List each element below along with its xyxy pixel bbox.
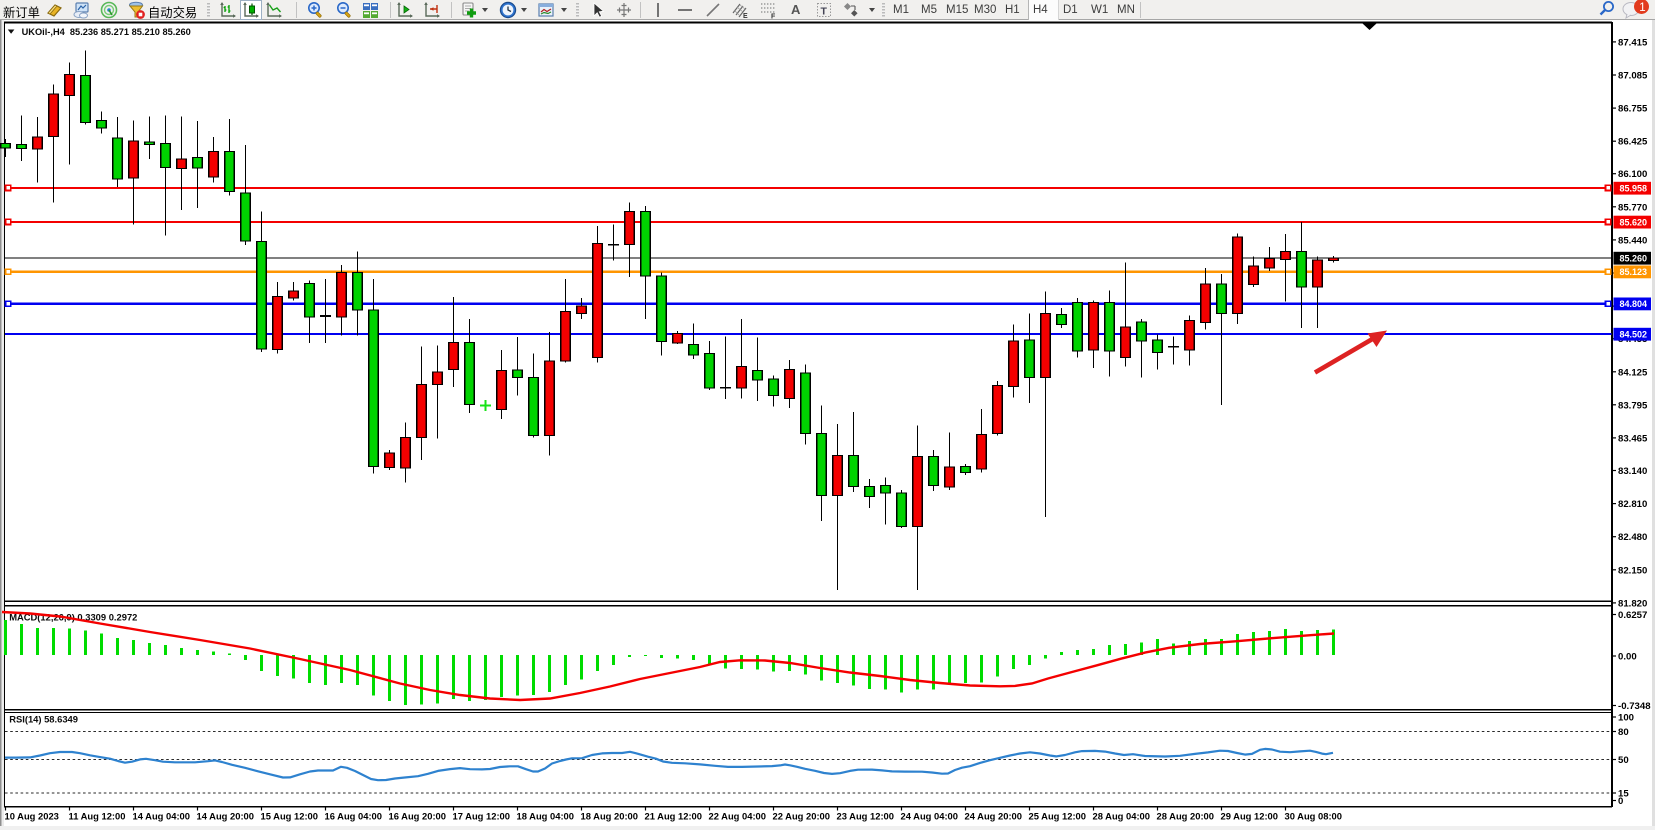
svg-text:14 Aug 20:00: 14 Aug 20:00: [197, 810, 255, 821]
svg-text:87.415: 87.415: [1618, 37, 1648, 48]
svg-text:22 Aug 04:00: 22 Aug 04:00: [709, 810, 767, 821]
svg-text:28 Aug 04:00: 28 Aug 04:00: [1093, 810, 1151, 821]
svg-text:84.125: 84.125: [1618, 367, 1648, 378]
svg-text:82.480: 82.480: [1618, 532, 1647, 543]
svg-text:18 Aug 20:00: 18 Aug 20:00: [581, 810, 639, 821]
svg-text:85.620: 85.620: [1620, 217, 1648, 227]
svg-text:16 Aug 04:00: 16 Aug 04:00: [325, 810, 383, 821]
svg-text:1: 1: [1639, 2, 1645, 14]
svg-text:14 Aug 04:00: 14 Aug 04:00: [133, 810, 191, 821]
svg-text:84.804: 84.804: [1620, 299, 1648, 309]
svg-text:24 Aug 20:00: 24 Aug 20:00: [965, 810, 1023, 821]
svg-text:24 Aug 04:00: 24 Aug 04:00: [901, 810, 959, 821]
svg-text:81.820: 81.820: [1618, 598, 1647, 609]
svg-text:29 Aug 12:00: 29 Aug 12:00: [1221, 810, 1279, 821]
svg-text:82.150: 82.150: [1618, 565, 1647, 576]
svg-text:85.123: 85.123: [1620, 267, 1648, 277]
svg-text:22 Aug 20:00: 22 Aug 20:00: [773, 810, 831, 821]
svg-text:F: F: [771, 14, 776, 21]
svg-text:86.425: 86.425: [1618, 137, 1648, 148]
svg-text:18 Aug 04:00: 18 Aug 04:00: [517, 810, 575, 821]
svg-text:85.770: 85.770: [1618, 202, 1647, 213]
svg-text:16 Aug 20:00: 16 Aug 20:00: [389, 810, 447, 821]
svg-text:83.140: 83.140: [1618, 466, 1647, 477]
svg-text:50: 50: [1618, 755, 1629, 766]
svg-text:85.440: 85.440: [1618, 235, 1647, 246]
svg-text:11 Aug 12:00: 11 Aug 12:00: [69, 810, 126, 821]
svg-text:-0.7348: -0.7348: [1618, 701, 1651, 712]
svg-text:T: T: [821, 6, 828, 18]
svg-text:82.810: 82.810: [1618, 499, 1647, 510]
svg-text:85.260: 85.260: [1620, 253, 1648, 263]
svg-text:85.958: 85.958: [1620, 183, 1648, 193]
svg-text:UKOil-,H4 85.236 85.271 85.21: UKOil-,H4 85.236 85.271 85.210 85.260: [22, 27, 191, 37]
svg-text:30 Aug 08:00: 30 Aug 08:00: [1285, 810, 1343, 821]
svg-text:15: 15: [1618, 789, 1629, 800]
svg-text:28 Aug 20:00: 28 Aug 20:00: [1157, 810, 1215, 821]
svg-text:86.755: 86.755: [1618, 104, 1648, 115]
svg-text:83.795: 83.795: [1618, 400, 1648, 411]
svg-text:10 Aug 2023: 10 Aug 2023: [5, 810, 59, 821]
svg-text:23 Aug 12:00: 23 Aug 12:00: [837, 810, 895, 821]
svg-text:E: E: [743, 13, 748, 20]
svg-text:84.502: 84.502: [1620, 329, 1648, 339]
svg-text:17 Aug 12:00: 17 Aug 12:00: [453, 810, 511, 821]
svg-text:0.6257: 0.6257: [1618, 610, 1647, 621]
svg-text:80: 80: [1618, 727, 1629, 738]
svg-text:15 Aug 12:00: 15 Aug 12:00: [261, 810, 319, 821]
svg-text:86.100: 86.100: [1618, 169, 1647, 180]
svg-text:87.085: 87.085: [1618, 71, 1648, 82]
svg-text:83.465: 83.465: [1618, 433, 1648, 444]
svg-text:21 Aug 12:00: 21 Aug 12:00: [645, 810, 703, 821]
svg-text:RSI(14) 58.6349: RSI(14) 58.6349: [9, 714, 78, 725]
svg-text:MACD(12,26,9) 0.3309 0.2972: MACD(12,26,9) 0.3309 0.2972: [9, 611, 137, 622]
svg-text:100: 100: [1618, 713, 1634, 724]
svg-text:0.00: 0.00: [1618, 652, 1637, 663]
svg-text:25 Aug 12:00: 25 Aug 12:00: [1029, 810, 1087, 821]
svg-text:0: 0: [1618, 796, 1623, 807]
